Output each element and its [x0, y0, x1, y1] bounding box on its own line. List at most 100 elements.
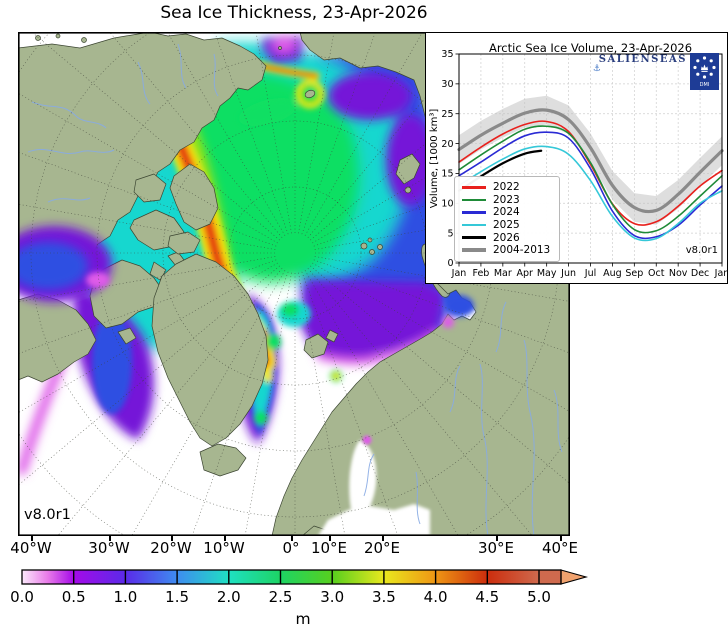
legend-row: 2024: [462, 206, 550, 219]
legend-label: 2024: [493, 206, 520, 219]
lon-tick: [291, 536, 293, 541]
salienseas-logo: SALIENSEAS: [598, 54, 687, 65]
page-title: Sea Ice Thickness, 23-Apr-2026: [160, 3, 428, 23]
land-franz-josef: [360, 242, 368, 250]
inset-chart-title: Arctic Sea Ice Volume, 23-Apr-2026: [488, 41, 693, 55]
legend-row: 2025: [462, 219, 550, 232]
land-somerset: [149, 261, 167, 281]
legend-label: 2026: [493, 231, 520, 244]
colorbar-tick-label: 4.0: [424, 588, 448, 606]
svg-text:10: 10: [441, 198, 453, 209]
legend-row: 2023: [462, 194, 550, 207]
legend-swatch: [462, 198, 486, 202]
inland-waters: [18, 226, 474, 536]
colorbar-tick-label: 2.5: [269, 588, 293, 606]
legend-label: 2022: [493, 181, 520, 194]
svg-text:Jun: Jun: [560, 268, 576, 279]
land-iceland: [199, 443, 247, 477]
land-islet: [278, 46, 282, 50]
colorbar-tick-label: 0.5: [62, 588, 86, 606]
svg-text:0: 0: [447, 258, 453, 269]
svg-text:Aug: Aug: [603, 268, 622, 279]
lon-label: 30°E: [477, 539, 515, 557]
inset-volume-chart: Jan Feb Mar Apr May Jun Jul Aug Sep Oct Nov Dec Jan 0…: [425, 32, 728, 284]
lon-label: 10°W: [203, 539, 245, 557]
lon-tick: [560, 536, 562, 541]
land-ellesmere: [169, 163, 219, 231]
land-franz-josef: [369, 249, 375, 255]
colorbar-tick-label: 0.0: [10, 588, 34, 606]
colorbar-unit-label: m: [295, 610, 310, 628]
svg-text:Feb: Feb: [473, 268, 490, 279]
legend-swatch: [462, 186, 486, 189]
lon-tick: [382, 536, 384, 541]
legend-swatch: [462, 211, 486, 214]
legend-row: 2004-2013: [462, 244, 550, 257]
svg-text:Apr: Apr: [517, 268, 534, 279]
lon-label: 20°W: [150, 539, 192, 557]
colorbar-tick-label: 5.0: [527, 588, 551, 606]
lon-tick: [171, 536, 173, 541]
land-franz-josef: [377, 244, 383, 250]
lon-tick: [31, 536, 33, 541]
land-svalbard: [303, 333, 329, 359]
land-banks-island: [133, 173, 167, 203]
svg-text:35: 35: [441, 49, 453, 60]
svg-text:Dec: Dec: [691, 268, 709, 279]
legend-swatch: [462, 223, 486, 227]
map-version-label: v8.0r1: [24, 507, 71, 523]
dmi-logo-text: DMI: [699, 82, 710, 88]
svg-text:5: 5: [447, 228, 453, 239]
land-wrangel: [304, 89, 316, 99]
thickness-colorbar: 0.0 0.5 1.0 1.5 2.0 2.5 3.0 3.5 4.0 4.5 5.0 m: [10, 569, 589, 628]
land-small-island: [117, 327, 137, 345]
colorbar-tick-label: 1.0: [113, 588, 137, 606]
svg-text:Mar: Mar: [494, 268, 512, 279]
svg-text:May: May: [537, 268, 557, 279]
svg-text:Jan: Jan: [714, 268, 727, 279]
legend-row: 2022: [462, 181, 550, 194]
lon-tick: [109, 536, 111, 541]
lon-label: 40°W: [10, 539, 52, 557]
lon-tick: [496, 536, 498, 541]
land-severnaya-zemlya: [404, 186, 412, 194]
inset-version-label: v8.0r1: [685, 245, 718, 256]
lon-tick: [329, 536, 331, 541]
legend-label: 2025: [493, 219, 520, 232]
plot-border: [458, 53, 723, 264]
map-border: [18, 32, 570, 536]
land-svalbard-ne: [325, 329, 339, 343]
colorbar-tick-label: 2.0: [217, 588, 241, 606]
lon-label: 20°E: [363, 539, 401, 557]
land-islet: [55, 33, 61, 39]
land-greenland: [151, 253, 269, 447]
lon-tick: [224, 536, 226, 541]
colorbar-tick-label: 4.5: [475, 588, 499, 606]
colorbar-tick-label: 3.5: [372, 588, 396, 606]
lon-label: 40°E: [541, 539, 579, 557]
legend-swatch: [462, 236, 486, 240]
salienseas-anchor-icon: ⚓: [592, 64, 601, 74]
svg-text:Jan: Jan: [451, 268, 467, 279]
svg-text:Volume, [1000 km³]: Volume, [1000 km³]: [429, 109, 440, 209]
svg-text:Oct: Oct: [648, 268, 665, 279]
land-islet: [81, 37, 87, 43]
svg-text:Jul: Jul: [584, 268, 596, 279]
svg-text:15: 15: [441, 169, 453, 180]
rivers: [27, 43, 563, 536]
land-severnaya-zemlya: [395, 153, 421, 185]
legend-swatch: [462, 248, 486, 253]
legend-row: 2026: [462, 231, 550, 244]
land-islet: [35, 35, 41, 41]
dmi-logo: DMI: [690, 53, 719, 90]
svg-text:Sep: Sep: [625, 268, 643, 279]
land-devon: [167, 231, 201, 255]
colorbar-tick-label: 3.0: [320, 588, 344, 606]
lon-label: 30°W: [88, 539, 130, 557]
legend-label: 2023: [493, 193, 520, 206]
dmi-crown-icon: [693, 56, 716, 79]
lon-label: 0°: [282, 539, 300, 557]
svg-text:Nov: Nov: [669, 268, 688, 279]
svg-text:25: 25: [441, 109, 453, 120]
